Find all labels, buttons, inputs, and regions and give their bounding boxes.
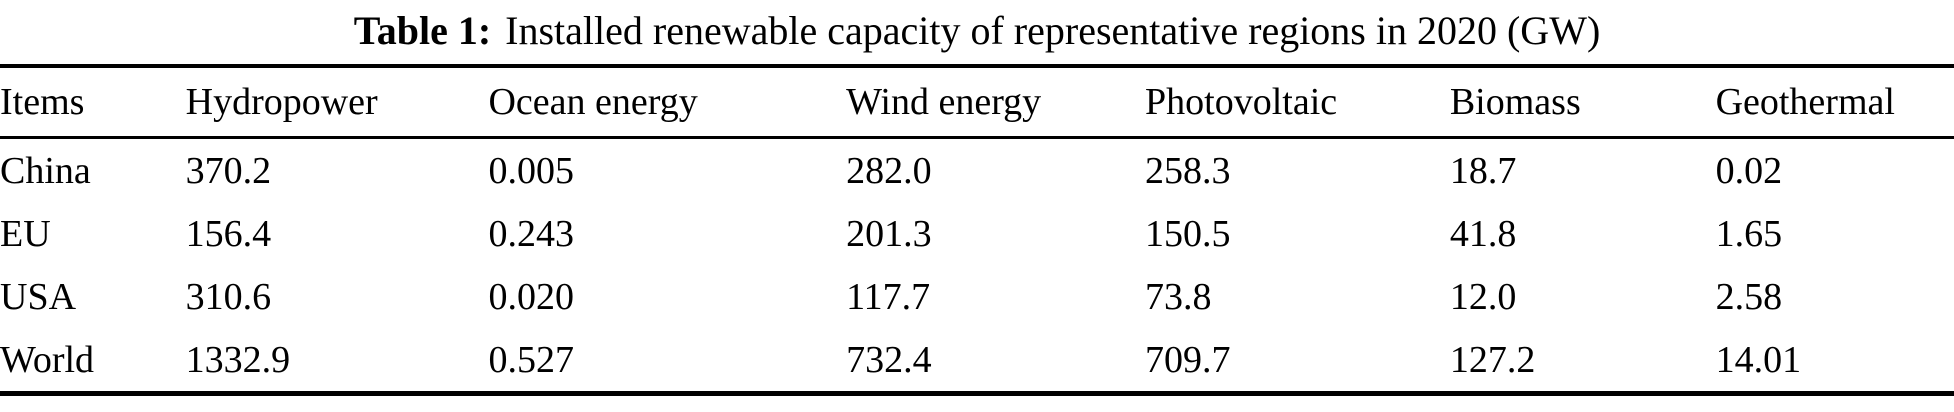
column-header-photovoltaic: Photovoltaic — [1145, 66, 1450, 139]
cell-photovoltaic: 73.8 — [1145, 275, 1212, 318]
cell-hydropower: 370.2 — [185, 149, 272, 192]
row-label: World — [0, 338, 95, 381]
cell-ocean-energy: 0.020 — [488, 275, 574, 318]
column-header-items: Items — [0, 66, 186, 139]
cell-ocean-energy: 0.527 — [488, 338, 574, 381]
table-caption: Table 1: Installed renewable capacity of … — [0, 0, 1954, 64]
cell-biomass: 127.2 — [1449, 338, 1536, 381]
column-header-hydropower: Hydropower — [185, 66, 489, 139]
cell-geothermal: 1.65 — [1715, 212, 1783, 255]
column-header-ocean-energy: Ocean energy — [488, 66, 847, 139]
column-header-geothermal: Geothermal — [1715, 66, 1954, 139]
cell-biomass: 18.7 — [1449, 149, 1517, 192]
cell-biomass: 41.8 — [1449, 212, 1517, 255]
cell-photovoltaic: 709.7 — [1145, 338, 1231, 381]
cell-wind-energy: 117.7 — [846, 275, 931, 318]
table-header-row: Items Hydropower Ocean energy Wind energ… — [0, 66, 1954, 139]
cell-photovoltaic: 258.3 — [1145, 149, 1231, 192]
table-caption-label: Table 1: — [353, 8, 492, 53]
cell-wind-energy: 282.0 — [846, 149, 932, 192]
row-label: China — [0, 149, 91, 192]
cell-ocean-energy: 0.005 — [488, 149, 574, 192]
cell-geothermal: 0.02 — [1715, 149, 1783, 192]
renewable-capacity-table: Items Hydropower Ocean energy Wind energ… — [0, 64, 1954, 396]
cell-photovoltaic: 150.5 — [1145, 212, 1231, 255]
column-header-wind-energy: Wind energy — [846, 66, 1146, 139]
cell-hydropower: 1332.9 — [185, 338, 291, 381]
cell-wind-energy: 201.3 — [846, 212, 932, 255]
table-row-china: China 370.2 0.005 282.0 258.3 18.7 0.02 — [0, 138, 1954, 203]
cell-ocean-energy: 0.243 — [488, 212, 574, 255]
table-row-world: World 1332.9 0.527 732.4 709.7 127.2 14.… — [0, 328, 1954, 394]
cell-geothermal: 14.01 — [1715, 338, 1802, 381]
row-label: USA — [0, 275, 77, 318]
table-row-usa: USA 310.6 0.020 117.7 73.8 12.0 2.58 — [0, 265, 1954, 328]
column-header-biomass: Biomass — [1449, 66, 1716, 139]
cell-hydropower: 310.6 — [185, 275, 272, 318]
cell-geothermal: 2.58 — [1715, 275, 1783, 318]
cell-hydropower: 156.4 — [185, 212, 272, 255]
cell-wind-energy: 732.4 — [846, 338, 932, 381]
table-caption-text: Installed renewable capacity of represen… — [505, 8, 1601, 53]
cell-biomass: 12.0 — [1449, 275, 1517, 318]
row-label: EU — [0, 212, 51, 255]
table-row-eu: EU 156.4 0.243 201.3 150.5 41.8 1.65 — [0, 202, 1954, 265]
